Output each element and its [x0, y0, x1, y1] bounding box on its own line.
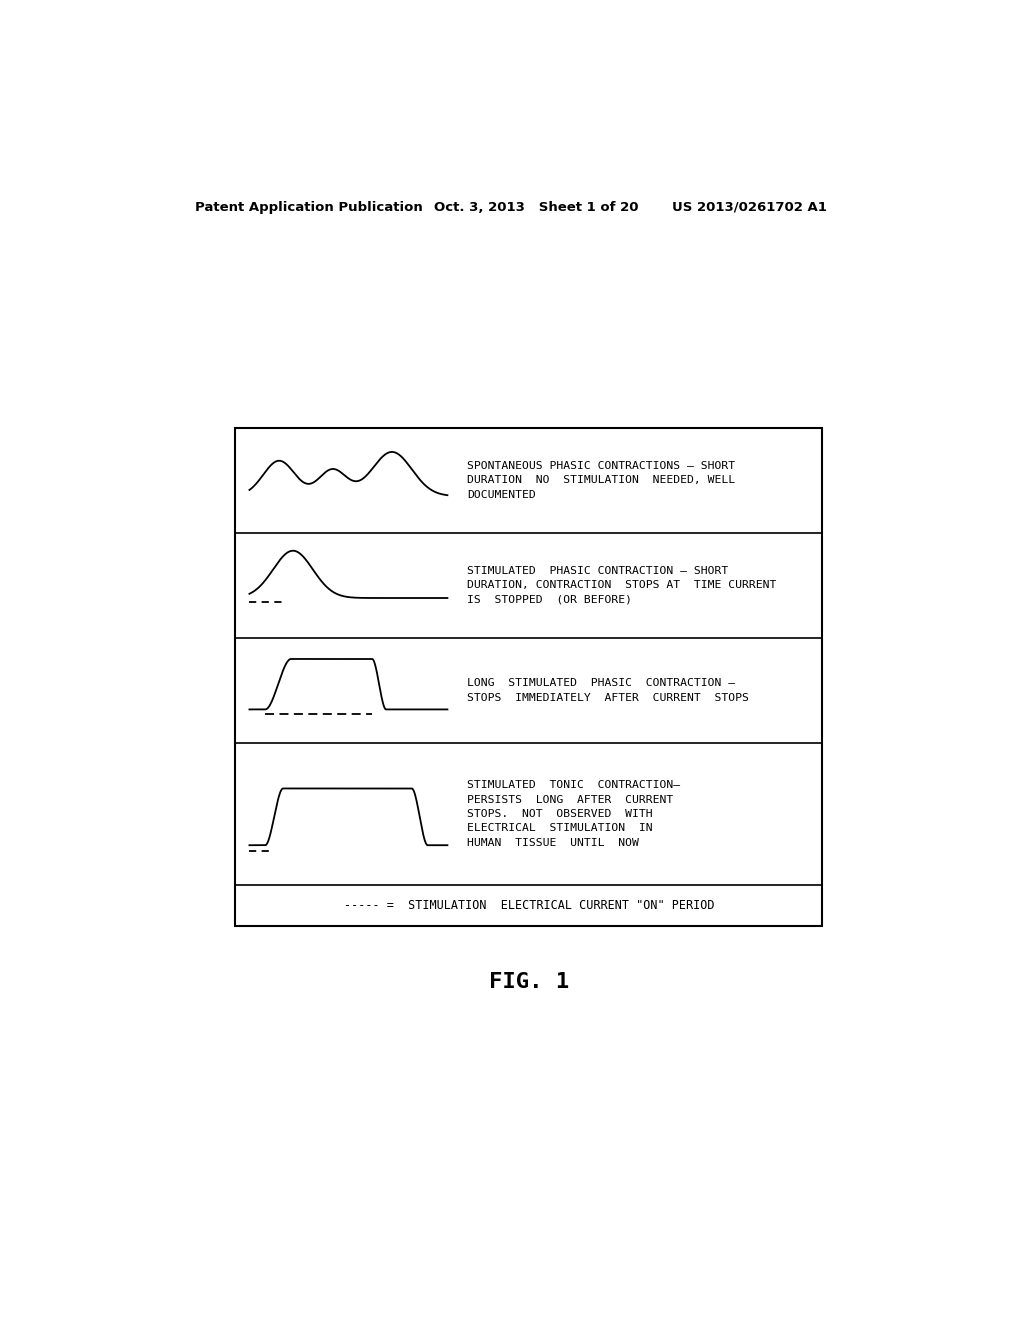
- Text: Oct. 3, 2013   Sheet 1 of 20: Oct. 3, 2013 Sheet 1 of 20: [433, 201, 638, 214]
- Text: SPONTANEOUS PHASIC CONTRACTIONS – SHORT
DURATION  NO  STIMULATION  NEEDED, WELL
: SPONTANEOUS PHASIC CONTRACTIONS – SHORT …: [467, 461, 735, 500]
- Text: LONG  STIMULATED  PHASIC  CONTRACTION –
STOPS  IMMEDIATELY  AFTER  CURRENT  STOP: LONG STIMULATED PHASIC CONTRACTION – STO…: [467, 678, 749, 702]
- Text: ----- =  STIMULATION  ELECTRICAL CURRENT "ON" PERIOD: ----- = STIMULATION ELECTRICAL CURRENT "…: [343, 899, 714, 912]
- Text: FIG. 1: FIG. 1: [488, 972, 569, 991]
- Text: STIMULATED  PHASIC CONTRACTION – SHORT
DURATION, CONTRACTION  STOPS AT  TIME CUR: STIMULATED PHASIC CONTRACTION – SHORT DU…: [467, 566, 776, 605]
- Text: US 2013/0261702 A1: US 2013/0261702 A1: [672, 201, 826, 214]
- Bar: [236, 428, 822, 925]
- Text: STIMULATED  TONIC  CONTRACTION–
PERSISTS  LONG  AFTER  CURRENT
STOPS.  NOT  OBSE: STIMULATED TONIC CONTRACTION– PERSISTS L…: [467, 780, 680, 847]
- Text: Patent Application Publication: Patent Application Publication: [196, 201, 423, 214]
